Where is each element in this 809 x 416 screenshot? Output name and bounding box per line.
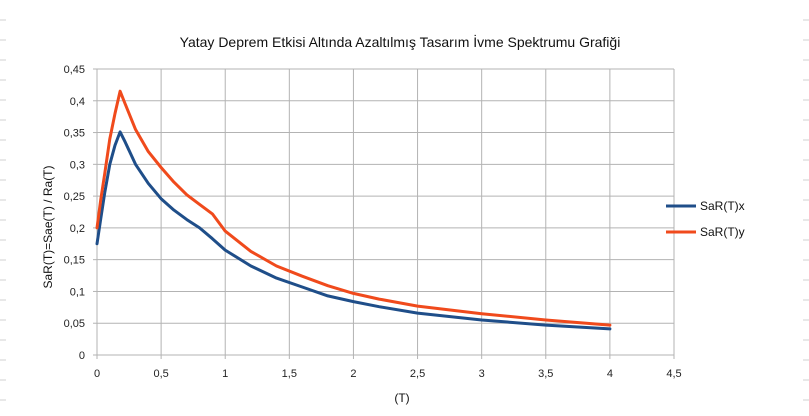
series-line-1: [95, 130, 612, 331]
y-tick-label: 0,1: [70, 286, 85, 298]
left-edge-marks: [0, 19, 6, 401]
chart-title: Yatay Deprem Etkisi Altında Azaltılmış T…: [180, 33, 621, 50]
legend: SaR(T)x SaR(T)y: [666, 199, 745, 239]
axes: [93, 68, 675, 359]
x-tick-label: 4: [607, 368, 613, 380]
y-tick-label: 0,05: [64, 318, 85, 330]
x-tick-label: 2: [350, 368, 356, 380]
x-tick-label: 2,5: [410, 368, 425, 380]
y-tick-label: 0,4: [70, 96, 85, 108]
x-tick-label: 1,5: [282, 368, 297, 380]
y-tick-labels: 0 0,05 0,1 0,15 0,2 0,25 0,3 0,35 0,4 0,45: [64, 64, 85, 362]
y-tick-label: 0,15: [64, 255, 85, 267]
x-tick-label: 3,5: [538, 368, 553, 380]
legend-label: SaR(T)y: [700, 225, 745, 239]
x-tick-label: 3: [479, 368, 485, 380]
y-tick-label: 0,3: [70, 159, 85, 171]
x-tick-label: 4,5: [666, 368, 681, 380]
y-tick-label: 0,2: [70, 223, 85, 235]
y-tick-label: 0,25: [64, 191, 85, 203]
right-edge-marks: [803, 19, 809, 401]
legend-label: SaR(T)x: [700, 199, 745, 213]
y-axis-label: SaR(T)=Sae(T) / Ra(T): [41, 165, 55, 288]
y-tick-label: 0,35: [64, 128, 85, 140]
y-tick-label: 0: [79, 350, 85, 362]
x-axis-label: (T): [394, 391, 409, 405]
series-lines: [95, 89, 612, 331]
x-tick-label: 0: [94, 368, 100, 380]
y-tick-label: 0,45: [64, 64, 85, 76]
grid: [96, 68, 675, 356]
series-line-2: [95, 89, 612, 327]
x-tick-label: 0,5: [153, 368, 168, 380]
x-tick-label: 1: [222, 368, 228, 380]
x-tick-labels: 0 0,5 1 1,5 2 2,5 3 3,5 4 4,5: [94, 368, 682, 380]
